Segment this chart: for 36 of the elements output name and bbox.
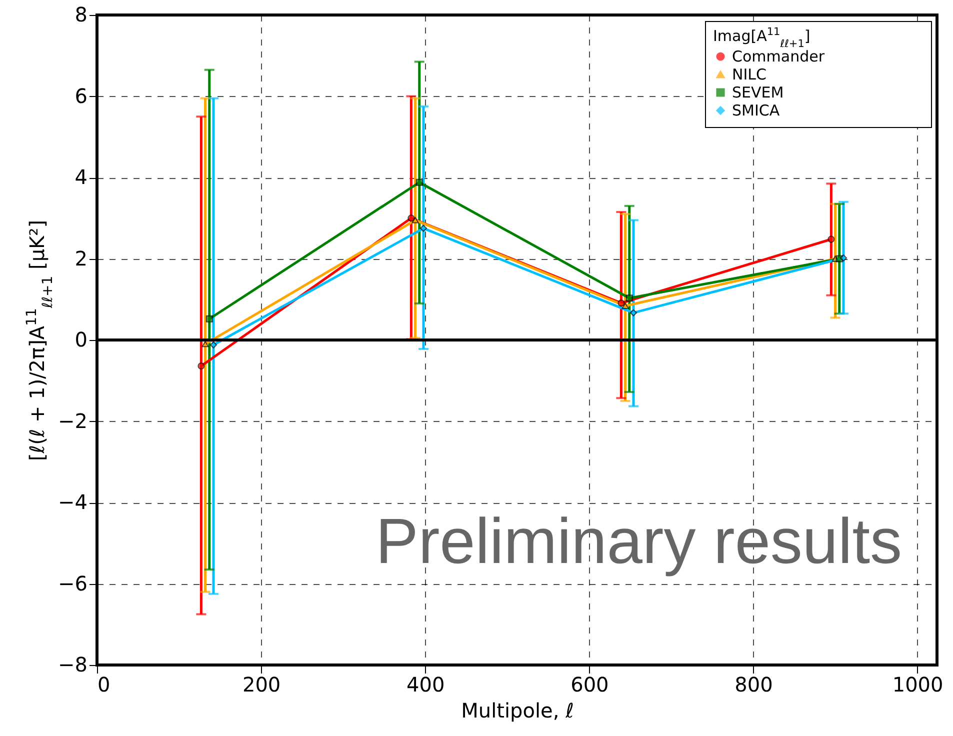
x-tick-label: 400 bbox=[406, 672, 445, 696]
annotation: Preliminary results bbox=[376, 505, 902, 577]
point bbox=[618, 300, 625, 307]
legend-label: Commander bbox=[732, 48, 826, 66]
point bbox=[408, 214, 415, 222]
y-tick-label: 6 bbox=[74, 84, 88, 108]
y-tick-label: 0 bbox=[74, 328, 88, 352]
legend-label: SEVEM bbox=[732, 84, 784, 102]
point bbox=[202, 340, 209, 348]
legend-label: NILC bbox=[732, 66, 766, 84]
legend-label: SMICA bbox=[732, 102, 780, 120]
point bbox=[840, 254, 847, 262]
point bbox=[828, 236, 835, 243]
point bbox=[206, 315, 213, 322]
point bbox=[210, 341, 217, 348]
point bbox=[420, 224, 427, 232]
x-tick-label: 600 bbox=[570, 672, 609, 696]
y-tick-label: −4 bbox=[58, 490, 88, 514]
point bbox=[630, 309, 637, 316]
x-axis-title: Multipole, ℓ bbox=[461, 698, 574, 722]
y-tick-label: −8 bbox=[58, 652, 88, 676]
y-tick-label: 8 bbox=[74, 2, 88, 26]
y-tick-label: −6 bbox=[58, 571, 88, 596]
legend-title: Imag[A$^{11}$$_{ℓℓ+1}$] bbox=[713, 26, 810, 50]
point bbox=[622, 302, 629, 309]
x-tick-label: 800 bbox=[734, 672, 773, 696]
point bbox=[412, 217, 419, 224]
point bbox=[416, 178, 423, 186]
y-tick-label: −2 bbox=[58, 408, 88, 433]
x-tick-label: 200 bbox=[242, 672, 281, 696]
x-tick-label: 0 bbox=[98, 672, 110, 696]
point bbox=[626, 294, 633, 302]
x-tick-label: 1000 bbox=[892, 672, 944, 696]
y-tick-label: 2 bbox=[74, 246, 88, 270]
point bbox=[198, 362, 205, 370]
y-tick-label: 4 bbox=[74, 165, 88, 189]
